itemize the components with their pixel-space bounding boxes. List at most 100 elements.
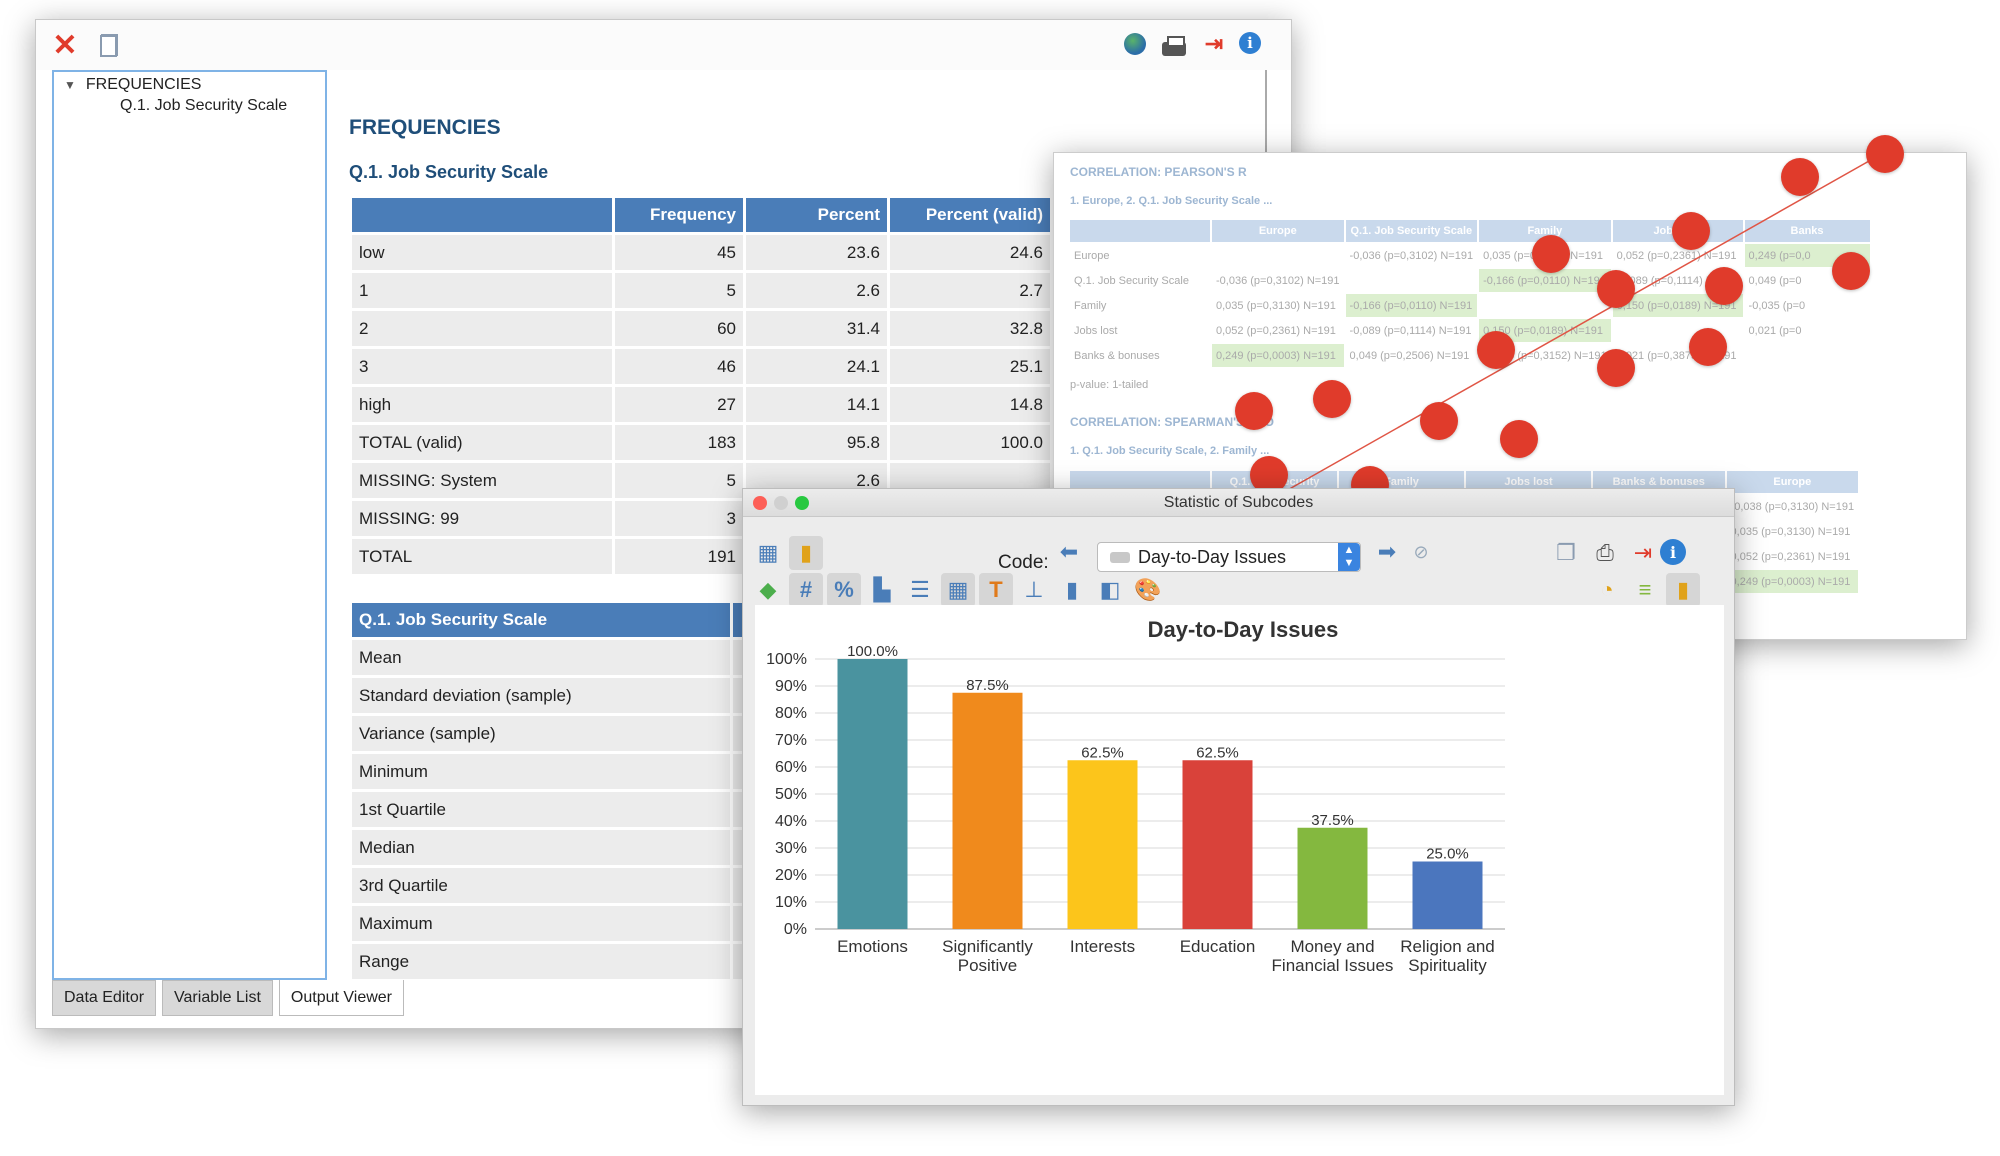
y-tick-label: 30% [775, 840, 807, 857]
statistics-table: Q.1. Job Security Scale Mean Standard devi… [349, 600, 776, 982]
percent-icon[interactable]: % [827, 573, 861, 607]
close-window-button[interactable] [753, 496, 767, 510]
close-icon[interactable]: ✕ [52, 28, 78, 62]
table-row: Standard deviation (sample) [352, 678, 773, 713]
bar-significantly-positive[interactable] [952, 692, 1023, 929]
column-header: Percent (valid) [890, 198, 1050, 232]
scatter-point [1313, 380, 1351, 418]
tree-item-job-security[interactable]: Q.1. Job Security Scale [120, 97, 288, 114]
tree-item-frequencies[interactable]: ▼ FREQUENCIES [64, 76, 202, 93]
tab-variable-list[interactable]: Variable List [162, 980, 273, 1016]
window-titlebar: Statistic of Subcodes [743, 489, 1734, 517]
info-icon[interactable]: i [1660, 539, 1686, 565]
gradient-icon[interactable]: ◧ [1099, 577, 1121, 602]
column-header: Frequency [615, 198, 743, 232]
tab-output-viewer[interactable]: Output Viewer [278, 980, 404, 1016]
bar-education[interactable] [1182, 760, 1253, 929]
axis-labels-icon[interactable]: ⊥ [1024, 577, 1044, 602]
table-row: 3rd Quartile [352, 868, 773, 903]
palette-icon[interactable]: 🎨 [1134, 577, 1162, 602]
table-cell: TOTAL [352, 539, 612, 574]
table-cell: -0,036 (p=0,3102) N=191 [1216, 274, 1340, 287]
bars: 100.0% Emotions 87.5% Significantly Positive… [837, 643, 1495, 975]
collapse-triangle-icon[interactable]: ▼ [64, 78, 76, 92]
print-icon[interactable]: ⎙ [1596, 540, 1614, 565]
minimize-window-button[interactable] [774, 496, 788, 510]
frequency-table: Frequency Percent Percent (valid) low 45 23.6… [349, 195, 1053, 577]
output-tree: ▼ FREQUENCIES Q.1. Job Security Scale [52, 70, 327, 980]
globe-icon[interactable] [1124, 33, 1146, 55]
tab-data-editor[interactable]: Data Editor [52, 980, 157, 1016]
table-cell: Standard deviation (sample) [352, 678, 730, 713]
output-toolbar: ✕ ⇥ i [36, 20, 1291, 70]
print-icon[interactable] [1162, 32, 1186, 56]
table-cell [1745, 344, 1870, 367]
table-view-icon[interactable]: ▦ [757, 540, 779, 565]
table-row: Variance (sample) [352, 716, 773, 751]
label-tag-icon[interactable]: ◆ [759, 577, 777, 602]
copy-icon[interactable] [94, 30, 124, 60]
sort-bars-icon[interactable]: ▙ [873, 577, 891, 602]
table-cell: 0,052 (p=0,2361) N=191 [1216, 324, 1336, 337]
bar-emotions[interactable] [837, 659, 908, 929]
y-tick-label: 10% [775, 894, 807, 911]
table-cell: Maximum [352, 906, 730, 941]
value-labels-icon[interactable]: T [979, 573, 1013, 607]
copy-icon[interactable]: ❐ [1556, 540, 1576, 565]
bar-chart-icon[interactable]: ▮ [1065, 577, 1079, 602]
table-row: Banks & bonuses 0,249 (p=0,0003) N=191 0,0… [1070, 344, 1870, 367]
code-select[interactable]: Day-to-Day Issues ▲ ▼ [1097, 542, 1361, 572]
select-spinner-icon[interactable]: ▲ ▼ [1338, 543, 1360, 571]
table-row: Range [352, 944, 773, 979]
bar-value-label: 25.0% [1426, 846, 1469, 863]
vertical-bars-icon[interactable]: ▮ [1666, 573, 1700, 607]
table-cell: MISSING: System [352, 463, 612, 498]
next-code-arrow-icon[interactable]: ➡ [1377, 539, 1397, 564]
x-category-label: Significantly Positive [942, 937, 1033, 975]
column-header: Europe [1726, 471, 1859, 493]
output-subheading: Q.1. Job Security Scale [349, 162, 549, 182]
bar-religion-and-spirituality[interactable] [1412, 861, 1483, 930]
table-cell: -0,038 (p=0,3130) N=191 [1730, 500, 1855, 513]
zoom-window-button[interactable] [795, 496, 809, 510]
chart-view-icon[interactable]: ▮ [789, 536, 823, 570]
column-header [1070, 471, 1210, 493]
y-tick-label: 0% [784, 921, 807, 938]
table-cell: 3rd Quartile [352, 868, 730, 903]
horizontal-bars-icon[interactable]: ≡ [1638, 577, 1652, 602]
table-cell: 31.4 [746, 311, 887, 346]
x-category-label: Money and Financial Issues [1272, 937, 1394, 975]
table-cell: -0,089 (p=0,1114) N=191 [1349, 324, 1472, 337]
info-icon[interactable]: i [1239, 32, 1261, 54]
export-icon[interactable]: ⇥ [1204, 31, 1224, 56]
previous-code-arrow-icon[interactable]: ⬅ [1059, 539, 1079, 564]
scatter-point [1477, 331, 1515, 369]
table-row: Maximum [352, 906, 773, 941]
table-row: Jobs lost 0,052 (p=0,2361) N=191 -0,089 (p… [1070, 319, 1870, 342]
table-cell: Jobs lost [1074, 324, 1118, 337]
x-category-label: Interests [1070, 937, 1135, 956]
table-cell: 100.0 [890, 425, 1050, 460]
list-icon[interactable]: ☰ [910, 577, 930, 602]
table-cell: 0,035 (p=0,3130) N=191 [1730, 525, 1851, 538]
grid-lines-icon[interactable]: ▦ [941, 573, 975, 607]
reset-icon[interactable]: ⊘ [1413, 541, 1429, 562]
frequency-hash-icon[interactable]: # [789, 573, 823, 607]
table-cell: 0,249 (p=0,0003) N=191 [1212, 344, 1344, 367]
y-tick-label: 70% [775, 732, 807, 749]
bar-money-and-financial-issues[interactable] [1297, 827, 1368, 929]
table-row: Q.1. Job Security Scale -0,036 (p=0,3102)… [1070, 269, 1870, 292]
y-tick-label: 100% [766, 651, 807, 668]
y-tick-label: 90% [775, 678, 807, 695]
bar-interests[interactable] [1067, 760, 1138, 929]
table-cell: 14.8 [890, 387, 1050, 422]
table-cell: 95.8 [746, 425, 887, 460]
scatter-point [1532, 235, 1570, 273]
pie-chart-icon[interactable]: ◔ [1600, 577, 1614, 602]
table-row: high 27 14.1 14.8 [352, 387, 1050, 422]
table-cell: high [352, 387, 612, 422]
table-cell: Europe [1074, 249, 1110, 262]
bar-value-label: 62.5% [1196, 744, 1239, 761]
table-cell: Variance (sample) [352, 716, 730, 751]
export-icon[interactable]: ⇥ [1633, 540, 1653, 565]
